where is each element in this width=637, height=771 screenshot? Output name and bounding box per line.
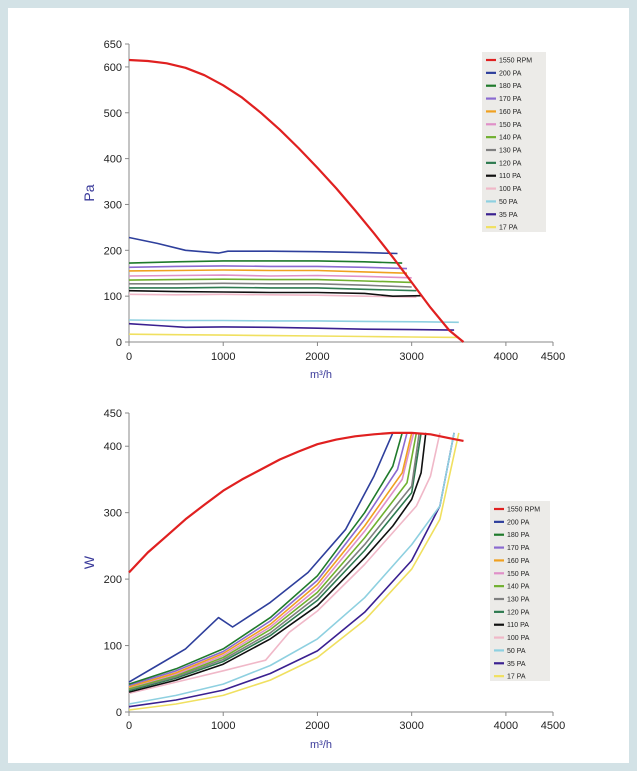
y-tick-label: 450	[104, 408, 122, 420]
series-line-170-pa	[128, 265, 408, 270]
y-tick-label: 400	[104, 441, 122, 453]
x-tick-label: 1000	[211, 720, 235, 732]
legend-label: 17 PA	[499, 225, 518, 232]
x-axis-title: m³/h	[310, 739, 332, 751]
x-tick-label: 4000	[494, 720, 518, 732]
x-axis-title: m³/h	[310, 369, 332, 381]
legend-label: 200 PA	[507, 519, 530, 526]
series-line-110-pa	[128, 432, 427, 693]
series-line-160-pa	[128, 432, 413, 688]
series-line-150-pa	[128, 274, 412, 279]
legend-label: 1550 RPM	[507, 507, 540, 514]
series-line-1550-rpm	[128, 431, 464, 574]
legend-label: 180 PA	[499, 83, 522, 90]
series-line-170-pa	[128, 432, 408, 687]
legend-label: 35 PA	[499, 212, 518, 219]
legend-label: 130 PA	[499, 148, 522, 155]
series-line-160-pa	[128, 269, 408, 274]
y-tick-label: 100	[104, 291, 122, 303]
legend-label: 120 PA	[507, 609, 530, 616]
series-line-120-pa	[129, 286, 417, 292]
y-axis-title: Pa	[81, 184, 97, 201]
y-tick-label: 650	[104, 39, 122, 51]
series-line-17-pa	[128, 432, 460, 711]
legend-label: 160 PA	[499, 109, 522, 116]
legend-label: 150 PA	[499, 122, 522, 129]
y-tick-label: 200	[104, 245, 122, 257]
pressure-chart: 0 100 200 300 400 500 600 650 0 1000 2000 3000 4000 4…	[81, 39, 565, 381]
series-line-180-pa	[128, 260, 403, 264]
x-tick-label: 0	[126, 720, 132, 732]
legend-label: 180 PA	[507, 532, 530, 539]
legend-label: 17 PA	[507, 674, 526, 681]
x-tick-label: 2000	[305, 720, 329, 732]
series-line-17-pa	[128, 333, 459, 339]
legend-label: 50 PA	[507, 648, 526, 655]
series-line-200-pa	[128, 432, 394, 683]
legend-label: 1550 RPM	[499, 58, 532, 65]
legend-label: 35 PA	[507, 661, 526, 668]
series-line-100-pa	[128, 432, 441, 695]
legend-label: 140 PA	[499, 135, 522, 142]
x-tick-label: 1000	[211, 351, 235, 363]
y-tick-label: 0	[116, 707, 122, 719]
x-tick-label: 3000	[399, 720, 423, 732]
legend-label: 170 PA	[499, 96, 522, 103]
legend-label: 100 PA	[499, 186, 522, 193]
legend-label: 100 PA	[507, 635, 530, 642]
y-tick-label: 200	[104, 574, 122, 586]
series-line-130-pa	[129, 282, 412, 288]
legend-label: 170 PA	[507, 545, 530, 552]
y-tick-label: 300	[104, 199, 122, 211]
series-line-35-pa	[128, 432, 455, 708]
y-axis-title: W	[81, 555, 97, 569]
series-line-200-pa	[128, 236, 398, 255]
y-tick-label: 100	[104, 641, 122, 653]
x-tick-label: 3000	[399, 351, 423, 363]
legend-label: 200 PA	[499, 70, 522, 77]
series-line-1550-rpm	[128, 58, 465, 343]
series-line-110-pa	[128, 289, 422, 297]
x-tick-label: 4500	[541, 351, 565, 363]
legend-label: 110 PA	[499, 173, 521, 180]
y-tick-label: 300	[104, 508, 122, 520]
x-tick-label: 4000	[494, 351, 518, 363]
legend: 1550 RPM 200 PA 180 PA 170 PA 160 PA 150 PA 14…	[490, 501, 550, 681]
y-tick-label: 400	[104, 154, 122, 166]
legend-label: 140 PA	[507, 584, 530, 591]
legend: 1550 RPM 200 PA 180 PA 170 PA 160 PA 150 PA 14…	[482, 52, 546, 232]
y-tick-label: 600	[104, 62, 122, 74]
legend-label: 120 PA	[499, 160, 522, 167]
series-line-150-pa	[128, 432, 415, 689]
chart-panel: 0 100 200 300 400 500 600 650 0 1000 2000 3000 4000 4…	[8, 8, 629, 763]
y-tick-label: 0	[116, 337, 122, 349]
x-tick-label: 2000	[305, 351, 329, 363]
series-line-50-pa	[128, 432, 455, 705]
series-line-180-pa	[128, 432, 403, 685]
legend-label: 130 PA	[507, 597, 530, 604]
x-tick-label: 0	[126, 351, 132, 363]
legend-label: 160 PA	[507, 558, 530, 565]
legend-label: 110 PA	[507, 622, 529, 629]
legend-label: 150 PA	[507, 571, 530, 578]
series-line-140-pa	[128, 432, 418, 690]
x-tick-label: 4500	[541, 720, 565, 732]
series-line-50-pa	[128, 319, 459, 324]
series-line-140-pa	[128, 278, 412, 284]
series-line-120-pa	[128, 432, 422, 692]
series-line-100-pa	[128, 293, 417, 298]
series-line-35-pa	[128, 322, 455, 331]
legend-label: 50 PA	[499, 199, 518, 206]
series-line-130-pa	[128, 432, 420, 691]
y-tick-label: 500	[104, 108, 122, 120]
